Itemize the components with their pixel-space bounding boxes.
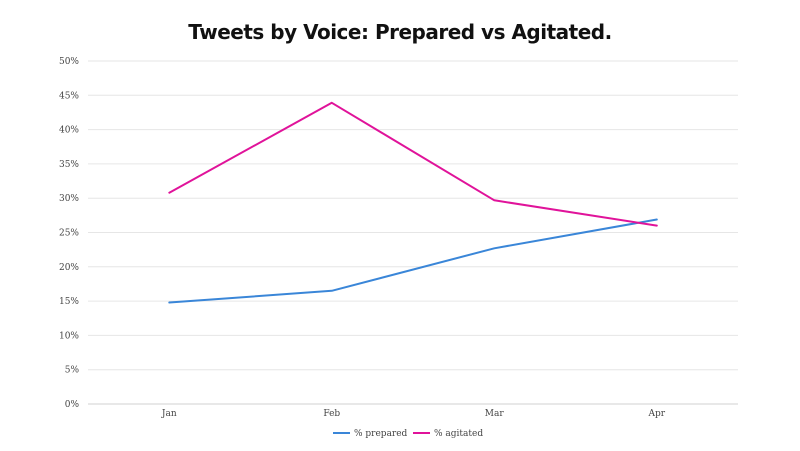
- y-tick-label: 0%: [65, 400, 80, 410]
- y-tick-label: 25%: [59, 229, 79, 239]
- y-tick-label: 20%: [59, 263, 79, 273]
- y-tick-label: 50%: [59, 57, 79, 67]
- gridlines: [88, 60, 738, 405]
- chart-title: Tweets by Voice: Prepared vs Agitated.: [188, 20, 612, 44]
- legend: % prepared % agitated: [333, 429, 483, 439]
- y-tick-label: 45%: [59, 91, 79, 101]
- y-tick-label: 35%: [59, 160, 79, 170]
- y-tick-label: 15%: [59, 297, 79, 307]
- y-axis-tick-labels: 0% 5% 10% 15% 20% 25% 30% 35% 40% 45% 50%: [59, 57, 79, 410]
- y-tick-label: 30%: [59, 194, 79, 204]
- x-axis-tick-labels: Jan Feb Mar Apr: [161, 409, 666, 419]
- x-tick-label: Jan: [161, 409, 177, 419]
- series-lines: [168, 101, 658, 304]
- y-tick-label: 5%: [65, 366, 80, 376]
- x-tick-label: Apr: [647, 409, 665, 419]
- y-tick-label: 10%: [59, 331, 79, 341]
- x-tick-label: Feb: [323, 409, 340, 419]
- legend-label: % agitated: [434, 429, 483, 439]
- series-line-0: [168, 218, 658, 304]
- legend-label: % prepared: [354, 429, 408, 439]
- x-tick-label: Mar: [485, 409, 505, 419]
- y-tick-label: 40%: [59, 126, 79, 136]
- series-line-1: [168, 101, 658, 227]
